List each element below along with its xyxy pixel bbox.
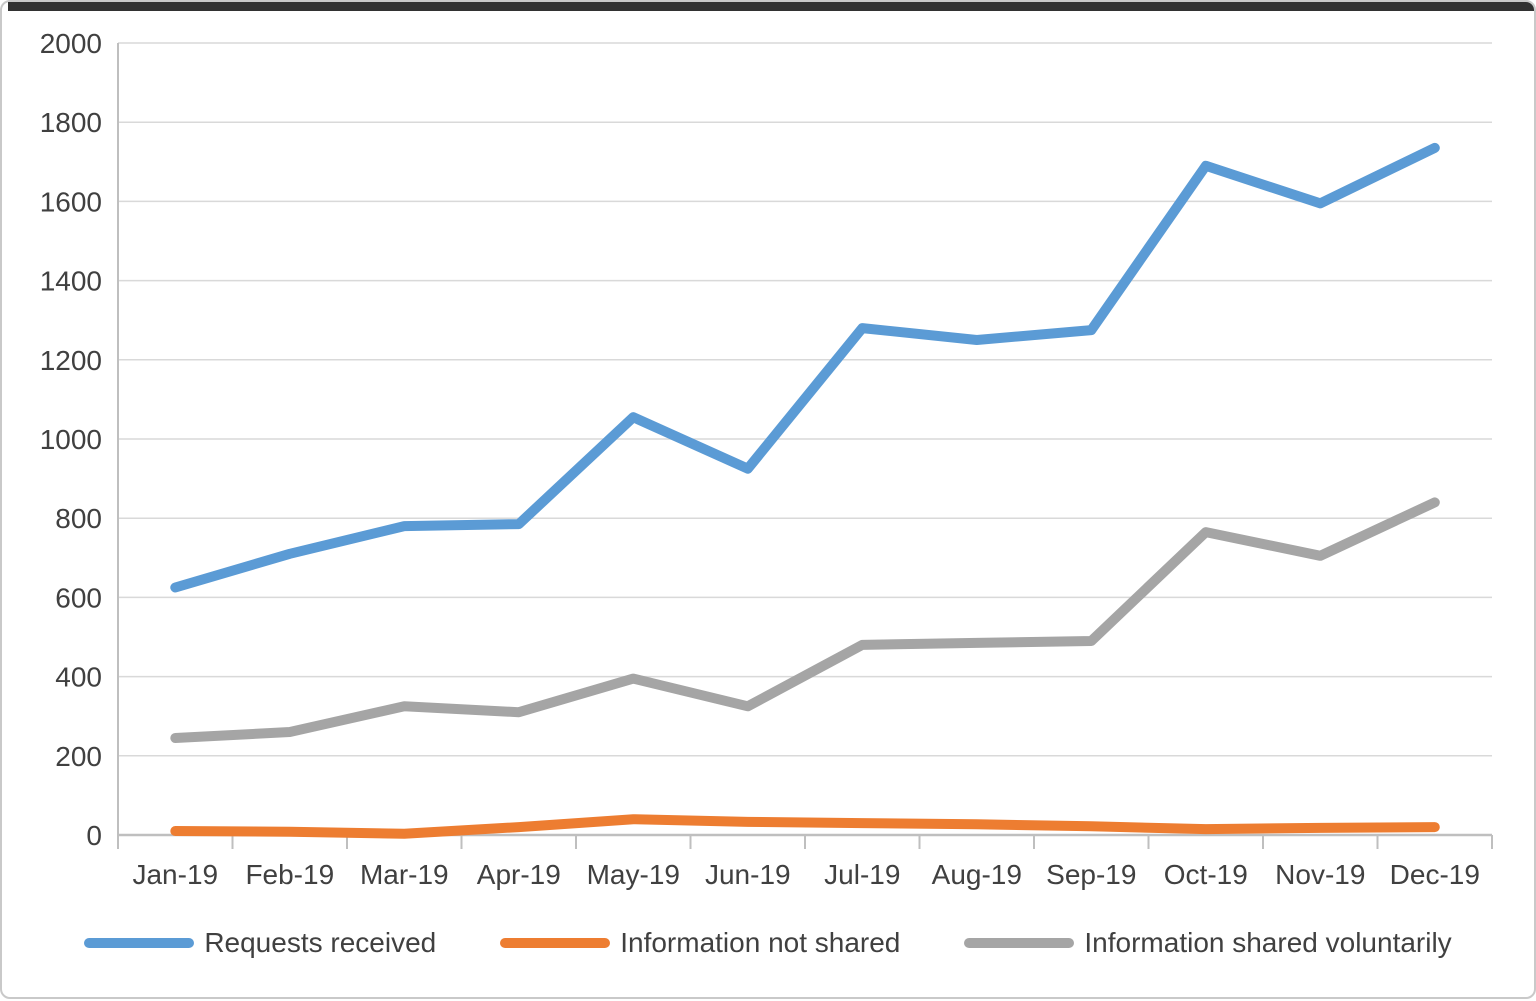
x-axis-tick-label: Mar-19 (360, 859, 449, 890)
x-axis-tick-label: Jun-19 (705, 859, 791, 890)
legend-label: Information shared voluntarily (1084, 927, 1452, 958)
requests-received-line-swatch (84, 938, 195, 948)
y-axis-tick-label: 2000 (40, 28, 102, 59)
y-axis-tick-label: 1000 (40, 424, 102, 455)
series-line-information-shared-voluntarily (170, 497, 1440, 743)
x-axis-tick-label: Jan-19 (132, 859, 218, 890)
information-not-shared-line-swatch (500, 938, 611, 948)
y-axis-tick-label: 800 (55, 503, 102, 534)
x-axis-tick-label: Jul-19 (824, 859, 900, 890)
x-axis-tick-label: Oct-19 (1164, 859, 1248, 890)
legend-item-information-shared-voluntarily: Information shared voluntarily (964, 927, 1452, 959)
y-axis-tick-label: 600 (55, 582, 102, 613)
y-axis-tick-label: 0 (86, 820, 102, 851)
x-axis-tick-label: Sep-19 (1046, 859, 1136, 890)
chart-legend: Requests received Information not shared… (2, 918, 1534, 968)
x-axis-tick-label: Nov-19 (1275, 859, 1365, 890)
x-axis-tick-label: Apr-19 (477, 859, 561, 890)
y-axis-tick-label: 1600 (40, 186, 102, 217)
y-axis-tick-label: 400 (55, 662, 102, 693)
legend-label: Requests received (204, 927, 437, 958)
y-axis-tick-label: 1800 (40, 107, 102, 138)
legend-item-requests-received: Requests received (84, 927, 436, 959)
y-axis-tick-label: 1200 (40, 345, 102, 376)
y-axis-tick-label: 200 (55, 741, 102, 772)
series-line-information-not-shared (170, 814, 1440, 839)
series-line-requests-received (170, 142, 1440, 593)
legend-label: Information not shared (620, 927, 901, 958)
x-axis-tick-label: Aug-19 (932, 859, 1022, 890)
legend-item-information-not-shared: Information not shared (500, 927, 900, 959)
y-axis-tick-label: 1400 (40, 266, 102, 297)
x-axis-tick-label: Dec-19 (1390, 859, 1480, 890)
window-top-edge (8, 2, 1534, 11)
x-axis-tick-label: May-19 (587, 859, 680, 890)
x-axis-tick-label: Feb-19 (245, 859, 334, 890)
information-shared-voluntarily-line-swatch (964, 938, 1075, 948)
